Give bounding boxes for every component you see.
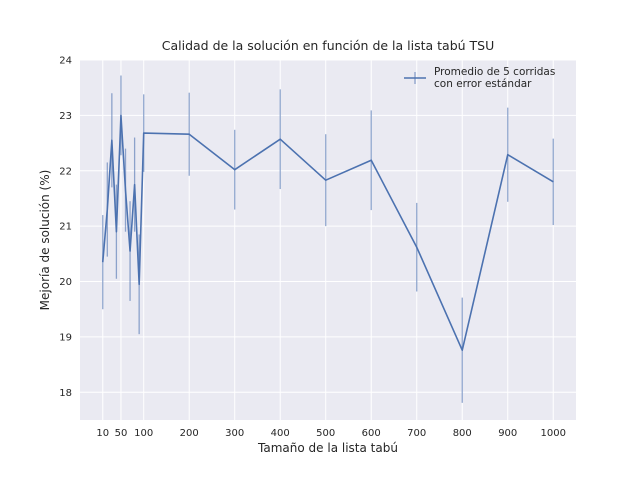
- x-tick-label: 300: [225, 428, 244, 439]
- y-axis-label: Mejoría de solución (%): [38, 170, 52, 311]
- legend-entry-label: Promedio de 5 corridas con error estándar: [434, 66, 555, 90]
- x-tick-label: 600: [362, 428, 381, 439]
- legend: Promedio de 5 corridas con error estándar: [404, 66, 555, 90]
- y-tick-label: 18: [59, 388, 72, 399]
- x-tick-label: 1000: [541, 428, 566, 439]
- x-tick-label: 200: [180, 428, 199, 439]
- x-tick-label: 500: [316, 428, 335, 439]
- y-tick-label: 20: [59, 277, 72, 288]
- y-tick-label: 23: [59, 111, 72, 122]
- y-tick-label: 19: [59, 332, 72, 343]
- y-tick-label: 21: [59, 222, 72, 233]
- x-tick-label: 50: [115, 428, 128, 439]
- series-layer: [101, 75, 554, 403]
- y-tick-label: 22: [59, 166, 72, 177]
- x-tick-label: 900: [498, 428, 517, 439]
- x-tick-label: 400: [271, 428, 290, 439]
- x-tick-label: 100: [134, 428, 153, 439]
- series-line: [101, 114, 554, 352]
- y-tick-label: 24: [59, 56, 72, 67]
- x-tick-label: 700: [407, 428, 426, 439]
- x-tick-label: 800: [453, 428, 472, 439]
- x-axis-label: Tamaño de la lista tabú: [257, 441, 398, 455]
- x-tick-label: 10: [96, 428, 109, 439]
- plot-area: [80, 60, 576, 420]
- chart-title: Calidad de la solución en función de la …: [162, 38, 495, 53]
- tick-labels: 10 50 100 200 300 400 500 600 700 800 900 1000 18 19 2…: [59, 56, 566, 440]
